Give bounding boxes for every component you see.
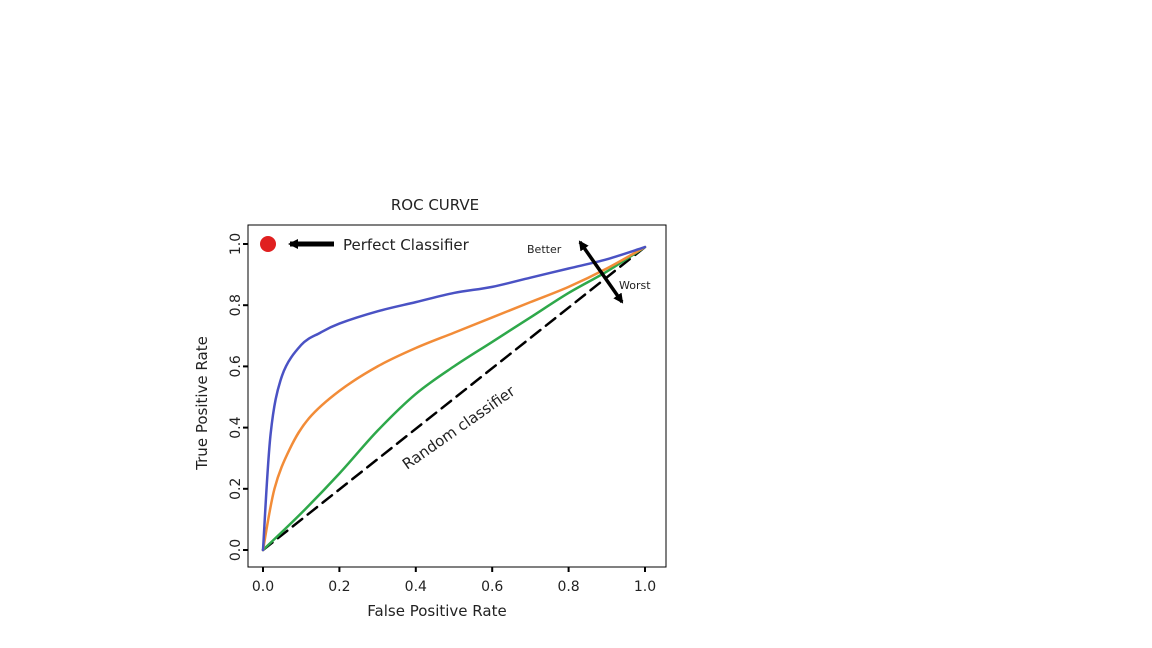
perfect-classifier-label: Perfect Classifier (343, 236, 470, 254)
y-axis-ticks: 0.0 0.2 0.4 0.6 0.8 1.0 (228, 233, 248, 561)
x-tick-label: 0.2 (328, 579, 350, 595)
perfect-classifier-point (260, 236, 276, 252)
x-tick-label: 0.0 (252, 579, 274, 595)
y-tick-label: 0.2 (228, 478, 244, 500)
y-tick-label: 0.0 (228, 539, 244, 561)
better-worst-arrow (578, 240, 624, 304)
plot-frame (247, 224, 667, 568)
y-tick-label: 0.4 (228, 416, 244, 438)
chart-title: ROC CURVE (391, 196, 479, 214)
worst-label: Worst (619, 279, 651, 292)
x-tick-label: 0.6 (481, 579, 503, 595)
x-tick-label: 0.4 (405, 579, 427, 595)
y-tick-label: 1.0 (228, 233, 244, 255)
roc-curve-blue (261, 245, 647, 552)
x-axis-label: False Positive Rate (367, 602, 506, 620)
series-layer (261, 245, 647, 552)
x-axis-ticks: 0.0 0.2 0.4 0.6 0.8 1.0 (252, 567, 656, 595)
y-tick-label: 0.8 (228, 294, 244, 316)
x-tick-label: 1.0 (634, 579, 656, 595)
better-label: Better (527, 243, 562, 256)
y-axis-label: True Positive Rate (193, 336, 211, 471)
y-tick-label: 0.6 (228, 355, 244, 377)
x-tick-label: 0.8 (557, 579, 579, 595)
roc-curve-orange (261, 245, 647, 552)
